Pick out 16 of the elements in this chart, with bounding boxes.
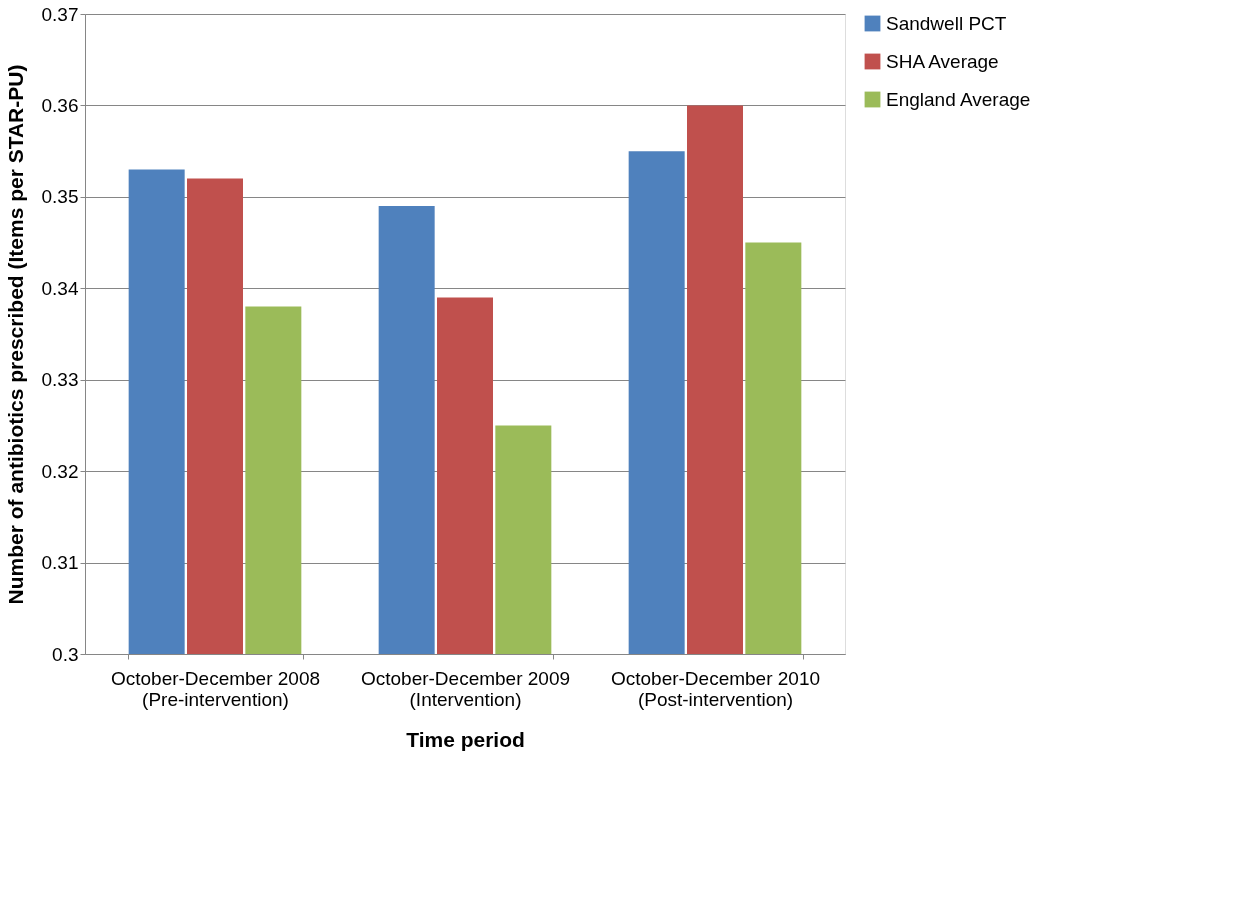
y-tick-label: 0.37	[41, 3, 79, 25]
y-tick-label: 0.35	[41, 186, 79, 208]
y-tick-label: 0.32	[41, 460, 79, 482]
y-tick-label: 0.3	[52, 643, 79, 665]
y-tick-label: 0.34	[41, 277, 79, 299]
y-tick-label: 0.33	[41, 369, 79, 391]
y-tick-label: 0.36	[41, 94, 79, 116]
legend-label: Sandwell PCT	[886, 12, 1007, 34]
x-tick-label: October-December 2010 (Post-intervention)	[610, 667, 821, 710]
legend-label: England Average	[886, 88, 1031, 110]
legend-label: SHA Average	[886, 50, 999, 72]
x-axis-title: Time period	[406, 727, 525, 751]
y-axis-title: Number of antibiotics prescribed (Items per STAR-PU)	[3, 64, 27, 605]
x-tick-label: October-December 2008 (Pre-intervention)	[110, 667, 321, 710]
x-tick-label: October-December 2009 (Intervention)	[360, 667, 571, 710]
y-tick-label: 0.31	[41, 552, 79, 574]
